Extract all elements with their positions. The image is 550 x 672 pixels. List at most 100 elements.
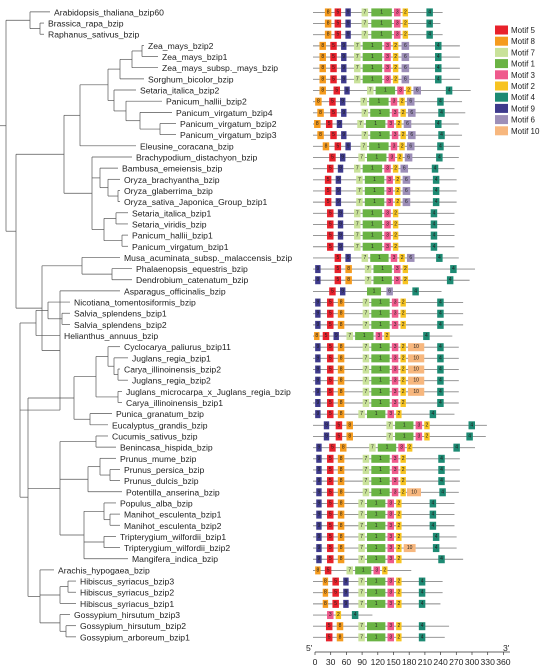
motif-label: 2 <box>402 132 405 138</box>
motif-5-box <box>327 510 334 519</box>
motif-label: 2 <box>394 166 397 172</box>
motif-1-box <box>367 622 386 631</box>
motif-7-box <box>358 410 365 419</box>
motif-label: 5 <box>329 400 332 406</box>
motif-label: 9 <box>346 88 349 94</box>
motif-4-box <box>437 298 444 307</box>
motif-label: 8 <box>347 277 350 283</box>
motif-label: 1 <box>373 199 376 205</box>
motif-2-box <box>392 242 399 251</box>
motif-1-box <box>371 387 390 396</box>
motif-label: 3 <box>400 445 403 451</box>
motif-label: 1 <box>375 545 378 551</box>
motif-7-box <box>354 64 361 73</box>
motif-label: 5 <box>336 277 339 283</box>
motif-label: 1 <box>379 456 382 462</box>
motif-4-box <box>468 421 475 430</box>
motif-7-box <box>364 265 372 274</box>
motif-label: 7 <box>360 154 363 160</box>
motif-label: 4 <box>437 76 440 82</box>
motif-2-box <box>399 97 405 106</box>
motif-label: 9 <box>337 177 340 183</box>
legend-label: Motif 2 <box>511 82 536 91</box>
motif-label: 3 <box>394 355 397 361</box>
motif-2-box <box>396 633 402 642</box>
motif-7-box <box>362 298 370 307</box>
motif-5-box <box>327 387 334 396</box>
motif-9-box <box>316 532 322 541</box>
motif-2-box <box>396 410 402 419</box>
motif-7-box <box>361 30 369 39</box>
species-label: Salvia_splendens_bzip2 <box>74 320 167 330</box>
motif-label: 2 <box>394 76 397 82</box>
gene-row: 9 5 8 7 1 3 2 10 4 <box>313 365 459 374</box>
motif-label: 3 <box>390 154 393 160</box>
motif-label: 5 <box>334 579 337 585</box>
motif-9-box <box>315 309 321 318</box>
species-label: Juglans_regia_bzip2 <box>132 376 211 386</box>
motif-label: 2 <box>397 601 400 607</box>
motif-5-box <box>330 53 337 62</box>
motif-2-box <box>382 566 388 575</box>
motif-label: 8 <box>340 389 343 395</box>
species-label: Panicum_virgatum_bzip3 <box>180 130 277 140</box>
motif-5-box <box>327 477 334 486</box>
motif-1-box <box>371 343 390 352</box>
motif-label: 5 <box>327 177 330 183</box>
motif-label: 8 <box>339 634 342 640</box>
motif-label: 5 <box>336 21 339 27</box>
legend-item: Motif 5 <box>495 25 536 35</box>
motif-label: 4 <box>431 411 434 417</box>
motif-1-box <box>371 354 390 363</box>
motif-label: 10 <box>407 545 413 551</box>
motif-5-box <box>325 633 333 642</box>
motif-label: 1 <box>381 277 384 283</box>
motif-label: 1 <box>371 65 374 71</box>
motif-7-box <box>358 622 365 631</box>
motif-label: 4 <box>428 9 431 15</box>
motif-label: 3 <box>389 121 392 127</box>
motif-3-box <box>384 164 391 173</box>
motif-4-box <box>418 599 426 608</box>
legend-swatch <box>495 92 508 102</box>
motif-5-box <box>327 242 334 251</box>
motif-label: 2 <box>404 32 407 38</box>
motif-label: 7 <box>365 355 368 361</box>
motif-label: 7 <box>348 567 351 573</box>
motif-9-box <box>316 454 322 463</box>
motif-label: 1 <box>375 154 378 160</box>
motif-label: 7 <box>363 21 366 27</box>
motif-label: 2 <box>402 344 405 350</box>
motif-label: 9 <box>339 233 342 239</box>
motif-label: 3 <box>388 177 391 183</box>
motif-1-box <box>367 499 386 508</box>
motif-1-box <box>362 242 383 251</box>
motif-5-box <box>329 443 336 452</box>
motif-7-box <box>354 209 361 218</box>
motif-label: 9 <box>316 378 319 384</box>
motif-8-box <box>337 477 345 486</box>
species-label: Phalaenopsis_equestris_bzip <box>136 264 248 274</box>
motif-label: 2 <box>402 389 405 395</box>
motif-8-box <box>336 633 344 642</box>
species-label: Gossypium_hirsutum_bzip2 <box>80 621 186 631</box>
motif-label: 7 <box>360 634 363 640</box>
motif-label: 7 <box>360 534 363 540</box>
motif-label: 2 <box>397 623 400 629</box>
motif-5-box <box>325 622 333 631</box>
motif-label: 2 <box>402 322 405 328</box>
motif-label: 3 <box>394 467 397 473</box>
motif-label: 1 <box>379 344 382 350</box>
motif-label: 2 <box>401 99 404 105</box>
motif-label: 6 <box>406 121 409 127</box>
motif-label: 7 <box>360 523 363 529</box>
motif-label: 4 <box>440 478 443 484</box>
motif-label: 4 <box>431 523 434 529</box>
motif-1-box <box>367 588 386 597</box>
motif-9-box <box>345 8 351 17</box>
